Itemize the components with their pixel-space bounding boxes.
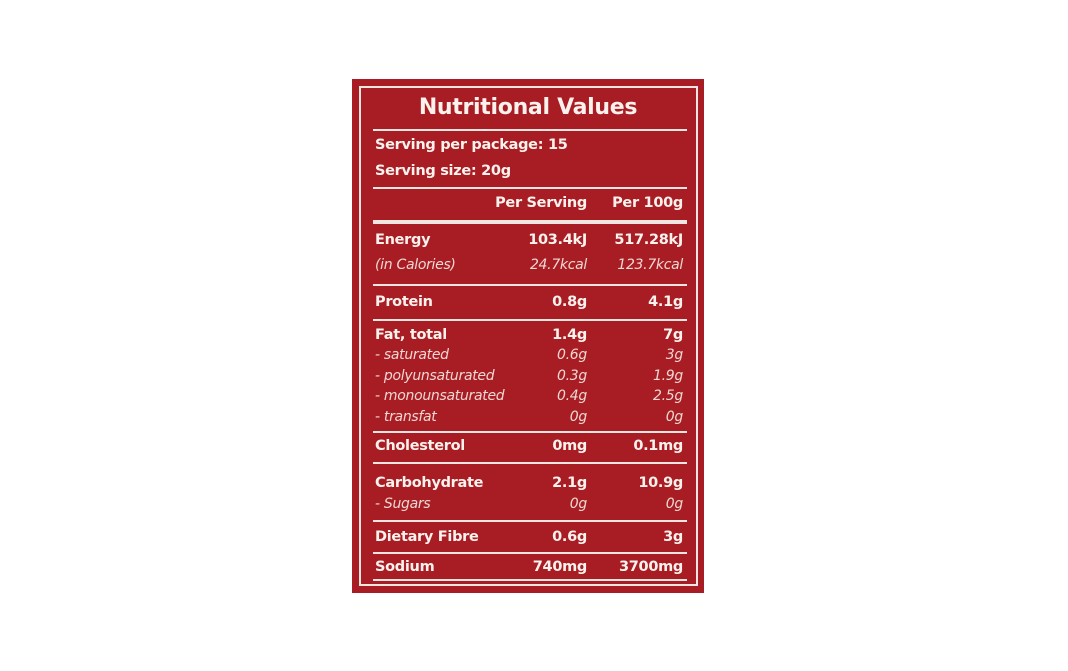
row-label: Fat, total (375, 327, 447, 343)
per-serving-value: 0mg (552, 438, 587, 454)
per-serving-value: 103.4kJ (528, 232, 587, 248)
divider (373, 220, 687, 224)
nutrition-label: Nutritional Values Serving per package: … (352, 79, 704, 593)
row-label: Dietary Fibre (375, 529, 479, 545)
row-label: (in Calories) (375, 257, 456, 273)
row-label: - monounsaturated (375, 388, 505, 404)
per-100g-value: 10.9g (638, 475, 683, 491)
row-label: - Sugars (375, 496, 431, 512)
per-serving-value: 24.7kcal (529, 257, 587, 273)
per-100g-value: 0.1mg (633, 438, 683, 454)
per-serving-value: 0.6g (557, 347, 587, 363)
divider (373, 552, 687, 554)
divider (373, 284, 687, 286)
label-frame (359, 86, 698, 586)
row-label: Cholesterol (375, 438, 465, 454)
divider (373, 187, 687, 189)
row-label: - saturated (375, 347, 449, 363)
per-100g-value: 7g (663, 327, 683, 343)
row-label: - transfat (375, 409, 437, 425)
per-100g-value: 0g (665, 496, 684, 512)
serving-size: Serving size: 20g (375, 163, 511, 179)
servings-per-package: Serving per package: 15 (375, 137, 568, 153)
row-label: Protein (375, 294, 433, 310)
divider (373, 129, 687, 131)
per-100g-value: 517.28kJ (614, 232, 683, 248)
per-serving-value: 1.4g (552, 327, 587, 343)
divider (373, 462, 687, 464)
divider (373, 431, 687, 433)
per-100g-value: 1.9g (653, 368, 683, 384)
per-100g-value: 3g (665, 347, 684, 363)
per-100g-value: 3g (663, 529, 683, 545)
per-serving-value: 0.8g (552, 294, 587, 310)
row-label: Energy (375, 232, 431, 248)
per-100g-value: 3700mg (618, 559, 683, 575)
column-header-per-serving: Per Serving (495, 195, 587, 211)
per-100g-value: 2.5g (653, 388, 683, 404)
per-serving-value: 0g (569, 409, 588, 425)
per-serving-value: 0.3g (557, 368, 587, 384)
row-label: Sodium (375, 559, 435, 575)
per-serving-value: 0.4g (557, 388, 587, 404)
divider (373, 319, 687, 321)
per-serving-value: 0.6g (552, 529, 587, 545)
per-100g-value: 4.1g (648, 294, 683, 310)
column-header-per-100g: Per 100g (612, 195, 683, 211)
row-label: - polyunsaturated (375, 368, 495, 384)
row-label: Carbohydrate (375, 475, 484, 491)
per-100g-value: 0g (665, 409, 684, 425)
per-serving-value: 0g (569, 496, 588, 512)
divider (373, 520, 687, 522)
per-100g-value: 123.7kcal (617, 257, 683, 273)
per-serving-value: 740mg (532, 559, 588, 575)
divider (373, 579, 687, 581)
label-title: Nutritional Values (418, 95, 638, 120)
per-serving-value: 2.1g (552, 475, 587, 491)
